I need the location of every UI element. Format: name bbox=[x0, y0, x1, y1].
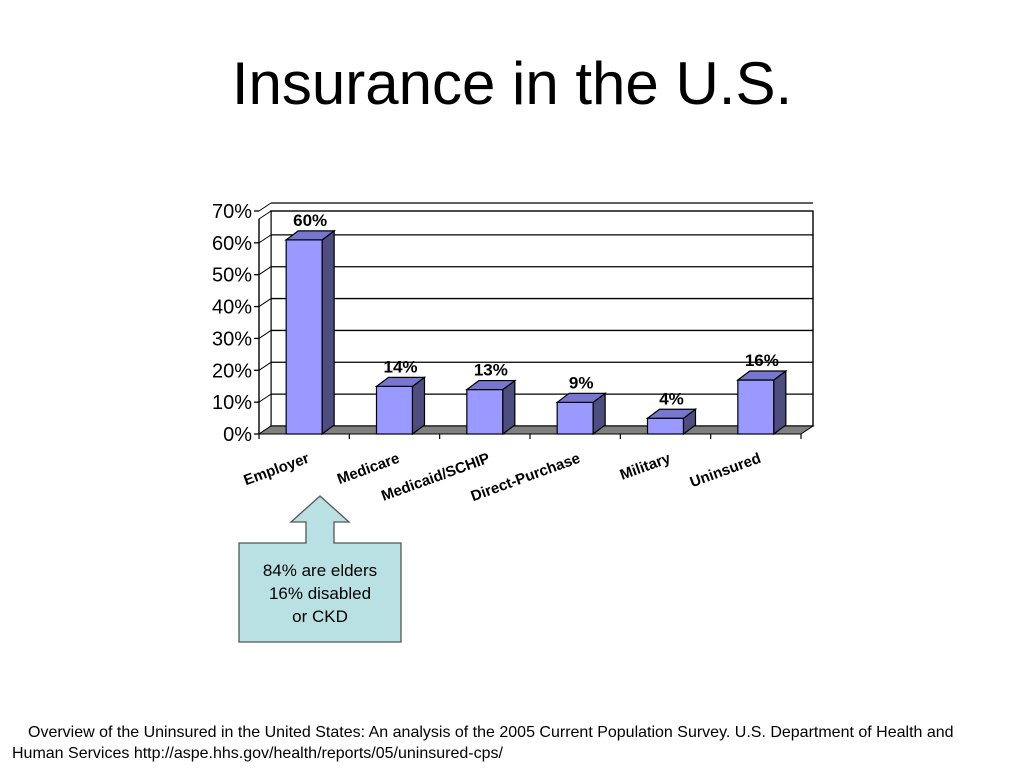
bar-data-label: 60% bbox=[293, 211, 327, 230]
bar bbox=[737, 379, 775, 435]
bar-top bbox=[645, 408, 698, 419]
callout-line-1: 84% are elders bbox=[262, 561, 378, 580]
y-tick-label: 70% bbox=[212, 201, 252, 223]
y-tick-label: 40% bbox=[212, 297, 252, 319]
plot-floor bbox=[257, 425, 815, 435]
bar-data-label: 4% bbox=[659, 389, 684, 408]
gridline-side bbox=[258, 298, 272, 307]
footnote-line-2: Human Services http://aspe.hhs.gov/healt… bbox=[12, 745, 503, 762]
up-arrow-callout-shape bbox=[238, 495, 402, 643]
bar bbox=[646, 417, 685, 435]
plot-back-wall bbox=[270, 210, 814, 427]
footnote-line-1: Overview of the Uninsured in the United … bbox=[28, 724, 954, 741]
callout-box: 84% are elders 16% disabled or CKD bbox=[238, 495, 402, 643]
slide-title: Insurance in the U.S. bbox=[231, 50, 793, 117]
bar-top bbox=[555, 392, 607, 403]
bar-top bbox=[374, 376, 427, 387]
bar-data-label: 9% bbox=[569, 373, 594, 392]
gridline-side bbox=[258, 393, 272, 403]
category-label: Medicare bbox=[335, 450, 402, 488]
bar-data-label: 13% bbox=[474, 361, 508, 380]
bar-data-label: 14% bbox=[383, 357, 417, 376]
category-label: Employer bbox=[241, 450, 311, 489]
bar-data-label: 16% bbox=[745, 351, 779, 370]
y-tick-label: 30% bbox=[212, 328, 252, 350]
callout-line-2: 16% disabled bbox=[268, 584, 372, 603]
y-tick-label: 60% bbox=[212, 233, 252, 255]
gridline-side bbox=[258, 361, 272, 371]
bar bbox=[375, 385, 414, 435]
gridline-side bbox=[258, 234, 272, 244]
bar-chart: 0% 10% 20% 30% 40% 50% 60% 70% 60% Employer 14% Med… bbox=[212, 201, 815, 505]
gridline-side bbox=[258, 330, 272, 339]
y-tick-label: 10% bbox=[212, 392, 252, 414]
y-tick-label: 20% bbox=[212, 360, 252, 382]
bar-side bbox=[321, 229, 335, 436]
bar-side bbox=[411, 376, 426, 436]
bar-side bbox=[773, 369, 787, 436]
bar-top bbox=[284, 230, 336, 241]
bar bbox=[285, 239, 323, 435]
bar bbox=[466, 388, 504, 435]
y-tick-label: 50% bbox=[212, 265, 252, 287]
source-footnote: Overview of the Uninsured in the United … bbox=[12, 722, 1012, 764]
category-label: Military bbox=[618, 450, 674, 484]
callout-text: 84% are elders 16% disabled or CKD bbox=[240, 559, 400, 628]
bar-top bbox=[465, 379, 517, 391]
category-label: Uninsured bbox=[688, 450, 764, 491]
gridline-side bbox=[258, 202, 272, 212]
bar bbox=[556, 401, 594, 435]
bar-top bbox=[736, 370, 788, 381]
callout-line-3: or CKD bbox=[292, 607, 348, 626]
gridline-side bbox=[258, 266, 272, 276]
y-tick-label: 0% bbox=[223, 424, 252, 446]
